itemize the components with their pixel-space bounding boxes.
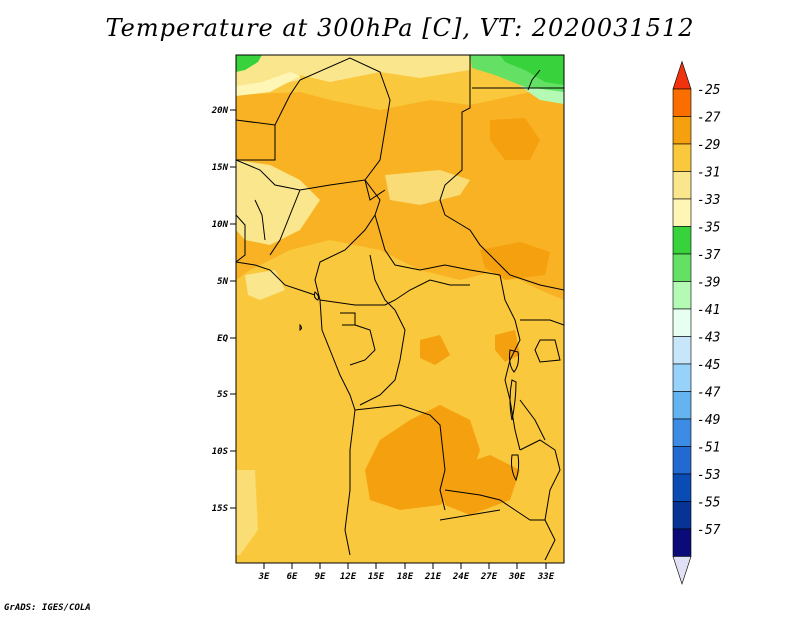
colorbar-label: -57 — [697, 523, 721, 538]
colorbar-box — [672, 198, 692, 227]
colorbar-label: -43 — [697, 331, 720, 346]
colorbar-bottom-arrow — [672, 556, 692, 585]
colorbar-box — [672, 281, 692, 310]
lon-tick-label: 9E — [315, 572, 326, 582]
lat-tick-label: 15S — [212, 504, 229, 514]
chart-title: Temperature at 300hPa [C], VT: 202003151… — [105, 14, 695, 42]
colorbar-box — [672, 88, 692, 117]
colorbar-box — [672, 446, 692, 475]
latitude-axis: 20N 15N 10N 5N EQ 5S 10S 15S — [211, 106, 236, 514]
colorbar-top-arrow — [672, 60, 692, 90]
lat-tick-label: 10S — [212, 447, 229, 457]
field-lightgreen-northeast — [520, 86, 564, 104]
colorbar-box — [672, 363, 692, 392]
colorbar-label: -47 — [697, 386, 721, 401]
colorbar-box — [672, 143, 692, 172]
colorbar-box — [672, 226, 692, 255]
lon-tick-label: 33E — [537, 572, 555, 582]
field-patch-southeast — [445, 455, 520, 515]
colorbar-label: -27 — [697, 111, 721, 126]
colorbar-label: -53 — [697, 468, 720, 483]
colorbar-box — [672, 501, 692, 530]
colorbar-label: -37 — [697, 248, 721, 263]
colorbar-label: -55 — [697, 496, 721, 511]
lon-tick-label: 12E — [340, 572, 357, 582]
field-verypale-northwest — [236, 72, 300, 96]
lat-tick-label: 10N — [212, 220, 229, 230]
colorbar-box — [672, 116, 692, 145]
colorbar-box — [672, 336, 692, 365]
map-frame — [235, 54, 565, 564]
lat-tick-label: 5S — [217, 390, 228, 400]
colorbar-box — [672, 171, 692, 200]
lon-tick-label: 30E — [508, 572, 526, 582]
colorbar-box — [672, 308, 692, 337]
lat-tick-label: 5N — [217, 277, 228, 287]
lon-tick-label: 21E — [424, 572, 442, 582]
colorbar-label: -29 — [697, 138, 720, 153]
grads-credit: GrADS: IGES/COLA — [4, 603, 91, 613]
colorbar-label: -31 — [697, 166, 720, 181]
field-patch-east — [480, 242, 550, 280]
field-pale-southwest — [236, 470, 258, 555]
lat-tick-label: 15N — [212, 163, 229, 173]
lon-tick-label: 18E — [397, 572, 414, 582]
colorbar-label: -33 — [697, 193, 720, 208]
colorbar-label: -49 — [697, 413, 720, 428]
colorbar-label: -25 — [697, 83, 721, 98]
field-patch-lakes — [495, 330, 520, 362]
colorbar-label: -35 — [697, 221, 721, 236]
colorbar-label: -41 — [697, 303, 720, 318]
colorbar-label: -39 — [697, 276, 720, 291]
field-green-northwest — [236, 55, 262, 72]
colorbar-box — [672, 391, 692, 420]
lakes — [299, 291, 520, 482]
field-patch-center — [420, 335, 450, 365]
colorbar-box — [672, 418, 692, 447]
lat-tick-label: 20N — [211, 106, 229, 116]
colorbar-box — [672, 473, 692, 502]
field-pale-chad — [385, 170, 470, 205]
lon-tick-label: 3E — [258, 572, 270, 582]
field-patch-northeast — [490, 118, 540, 160]
lon-tick-label: 24E — [452, 572, 470, 582]
colorbar-box — [672, 253, 692, 282]
colorbar-label: -45 — [697, 358, 721, 373]
lon-tick-label: 15E — [368, 572, 385, 582]
temperature-field — [236, 55, 564, 563]
colorbar-label: -51 — [697, 441, 720, 456]
lon-tick-label: 6E — [287, 572, 298, 582]
lat-tick-label: EQ — [217, 334, 228, 344]
longitude-axis: 3E 6E 9E 12E 15E 18E 21E 24E 27E 30E 33E — [258, 563, 555, 582]
field-pale-gulf — [245, 270, 285, 300]
field-darkgreen-northeast — [500, 55, 564, 85]
colorbar-box — [672, 528, 692, 557]
colorbar: -25 -27 -29 -31 -33 -35 -37 -39 -41 -43 -45 -47 -49 -… — [672, 60, 721, 585]
lon-tick-label: 27E — [480, 572, 498, 582]
field-pale-westafrica — [236, 160, 320, 245]
